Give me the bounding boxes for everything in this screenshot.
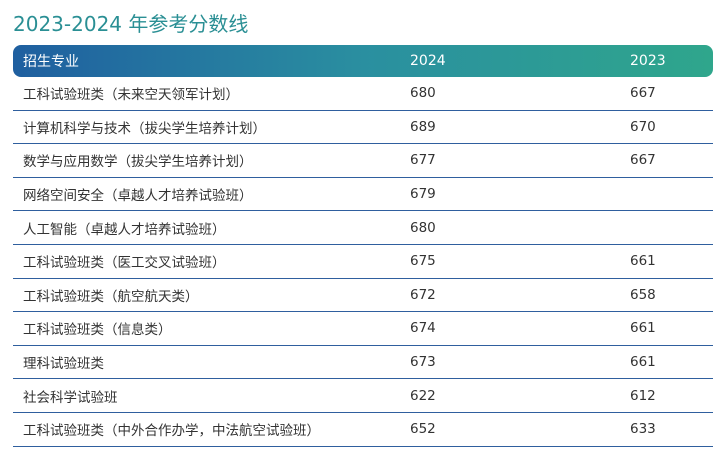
table-row: 数学与应用数学（拔尖学生培养计划） 677 667 [13, 143, 713, 178]
page-title: 2023-2024 年参考分数线 [13, 12, 249, 36]
major-cell: 工科试验班类（航空航天类） [13, 278, 410, 313]
table-row: 人工智能（卓越人才培养试验班） 680 [13, 210, 713, 245]
score-2023-cell [630, 177, 713, 212]
major-cell: 网络空间安全（卓越人才培养试验班） [13, 177, 410, 212]
score-2023-cell: 661 [630, 345, 713, 380]
score-2024-cell: 675 [410, 244, 630, 279]
score-2024-cell: 652 [410, 412, 630, 447]
score-2024-cell: 622 [410, 378, 630, 413]
score-2023-cell [630, 210, 713, 245]
score-2023-cell: 658 [630, 278, 713, 313]
table-row: 网络空间安全（卓越人才培养试验班） 679 [13, 177, 713, 212]
major-cell: 数学与应用数学（拔尖学生培养计划） [13, 143, 410, 178]
major-cell: 理科试验班类 [13, 345, 410, 380]
score-2023-cell: 661 [630, 311, 713, 346]
major-cell: 工科试验班类（信息类） [13, 311, 410, 346]
major-cell: 人工智能（卓越人才培养试验班） [13, 210, 410, 245]
major-cell: 工科试验班类（未来空天领军计划） [13, 77, 410, 111]
table-header-row: 招生专业 2024 2023 [13, 45, 713, 77]
table-row: 工科试验班类（航空航天类） 672 658 [13, 278, 713, 313]
score-2024-cell: 677 [410, 143, 630, 178]
score-2024-cell: 673 [410, 345, 630, 380]
header-2024: 2024 [410, 53, 446, 69]
table-row: 理科试验班类 673 661 [13, 345, 713, 380]
major-cell: 工科试验班类（中外合作办学，中法航空试验班） [13, 412, 410, 447]
table-row: 社会科学试验班 622 612 [13, 378, 713, 413]
score-2023-cell: 670 [630, 110, 713, 145]
score-2023-cell: 667 [630, 143, 713, 178]
major-cell: 社会科学试验班 [13, 378, 410, 413]
score-2024-cell: 672 [410, 278, 630, 313]
major-cell: 计算机科学与技术（拔尖学生培养计划） [13, 110, 410, 145]
score-2023-cell: 612 [630, 378, 713, 413]
score-table: 招生专业 2024 2023 工科试验班类（未来空天领军计划） 680 667 … [13, 45, 713, 447]
score-2024-cell: 674 [410, 311, 630, 346]
score-2024-cell: 680 [410, 77, 630, 111]
table-row: 工科试验班类（中外合作办学，中法航空试验班） 652 633 [13, 412, 713, 447]
table-row: 计算机科学与技术（拔尖学生培养计划） 689 670 [13, 110, 713, 145]
score-2023-cell: 667 [630, 77, 713, 111]
table-row: 工科试验班类（医工交叉试验班） 675 661 [13, 244, 713, 279]
table-body: 工科试验班类（未来空天领军计划） 680 667 计算机科学与技术（拔尖学生培养… [13, 77, 713, 447]
score-2024-cell: 680 [410, 210, 630, 245]
header-2023: 2023 [630, 53, 666, 69]
table-row: 工科试验班类（信息类） 674 661 [13, 311, 713, 346]
table-row: 工科试验班类（未来空天领军计划） 680 667 [13, 77, 713, 111]
header-major: 招生专业 [23, 54, 79, 70]
major-cell: 工科试验班类（医工交叉试验班） [13, 244, 410, 279]
score-2024-cell: 689 [410, 110, 630, 145]
score-2024-cell: 679 [410, 177, 630, 212]
score-2023-cell: 661 [630, 244, 713, 279]
score-2023-cell: 633 [630, 412, 713, 447]
